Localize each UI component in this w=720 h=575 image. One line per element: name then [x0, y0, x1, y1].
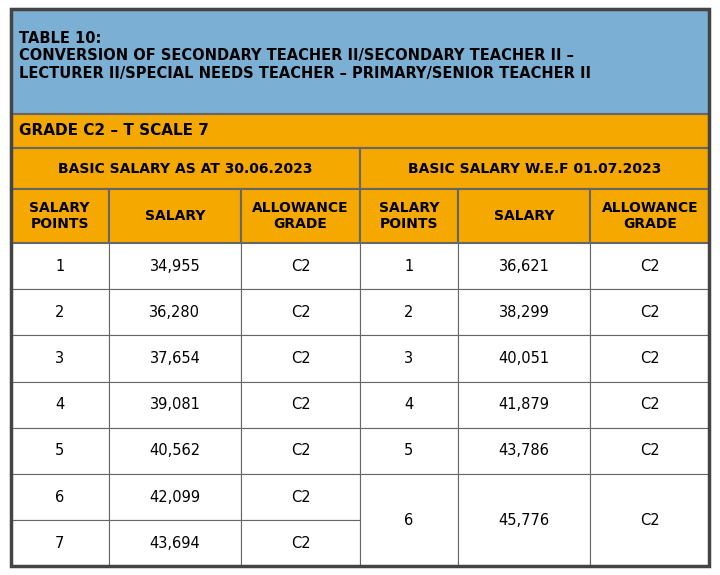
Text: 43,786: 43,786 — [499, 443, 549, 458]
Text: 43,694: 43,694 — [150, 536, 200, 551]
Bar — [241, 243, 360, 289]
Text: 7: 7 — [55, 536, 64, 551]
Bar — [360, 335, 458, 382]
Bar — [360, 428, 458, 474]
Bar — [11, 9, 709, 114]
Bar — [590, 189, 709, 243]
Text: C2: C2 — [640, 259, 660, 274]
Text: SALARY: SALARY — [145, 209, 205, 223]
Bar — [458, 289, 590, 335]
Text: 4: 4 — [55, 397, 64, 412]
Bar — [360, 189, 458, 243]
Bar — [360, 148, 709, 189]
Text: 40,051: 40,051 — [498, 351, 549, 366]
Bar — [458, 335, 590, 382]
Text: 2: 2 — [55, 305, 64, 320]
Bar — [11, 243, 109, 289]
Bar — [11, 428, 109, 474]
Text: GRADE C2 – T SCALE 7: GRADE C2 – T SCALE 7 — [19, 124, 210, 139]
Bar — [458, 382, 590, 428]
Bar — [241, 520, 360, 566]
Bar — [590, 382, 709, 428]
Text: 36,621: 36,621 — [499, 259, 549, 274]
Text: 39,081: 39,081 — [150, 397, 200, 412]
Bar — [590, 428, 709, 474]
Text: C2: C2 — [291, 305, 310, 320]
Text: BASIC SALARY AS AT 30.06.2023: BASIC SALARY AS AT 30.06.2023 — [58, 162, 312, 176]
Bar — [109, 520, 241, 566]
Text: 40,562: 40,562 — [149, 443, 200, 458]
Bar — [360, 382, 458, 428]
Bar — [241, 382, 360, 428]
Bar — [11, 520, 109, 566]
Bar — [360, 289, 458, 335]
Bar — [109, 189, 241, 243]
Text: TABLE 10:
CONVERSION OF SECONDARY TEACHER II/SECONDARY TEACHER II –
LECTURER II/: TABLE 10: CONVERSION OF SECONDARY TEACHE… — [19, 31, 591, 81]
Bar — [109, 474, 241, 520]
Text: C2: C2 — [291, 536, 310, 551]
Text: 1: 1 — [404, 259, 413, 274]
Bar — [458, 474, 590, 566]
Bar — [360, 474, 458, 566]
Bar — [241, 428, 360, 474]
Bar — [458, 189, 590, 243]
Text: 38,299: 38,299 — [499, 305, 549, 320]
Bar — [109, 243, 241, 289]
Text: ALLOWANCE
GRADE: ALLOWANCE GRADE — [252, 201, 349, 231]
Text: 34,955: 34,955 — [150, 259, 200, 274]
Bar — [11, 114, 709, 148]
Bar — [590, 474, 709, 566]
Bar — [11, 382, 109, 428]
Bar — [109, 428, 241, 474]
Text: 3: 3 — [405, 351, 413, 366]
Bar — [109, 289, 241, 335]
Text: C2: C2 — [291, 489, 310, 505]
Bar — [11, 335, 109, 382]
Bar — [241, 289, 360, 335]
Text: C2: C2 — [640, 443, 660, 458]
Text: C2: C2 — [291, 259, 310, 274]
Text: 36,280: 36,280 — [150, 305, 200, 320]
Bar — [458, 243, 590, 289]
Text: SALARY
POINTS: SALARY POINTS — [379, 201, 439, 231]
Text: 42,099: 42,099 — [149, 489, 200, 505]
Text: 4: 4 — [404, 397, 413, 412]
Text: 5: 5 — [404, 443, 413, 458]
Text: 45,776: 45,776 — [498, 513, 549, 528]
Bar — [109, 382, 241, 428]
Bar — [11, 148, 360, 189]
Bar — [109, 335, 241, 382]
Bar — [590, 289, 709, 335]
Text: ALLOWANCE
GRADE: ALLOWANCE GRADE — [601, 201, 698, 231]
Bar — [241, 335, 360, 382]
Text: 2: 2 — [404, 305, 413, 320]
Text: C2: C2 — [640, 513, 660, 528]
Bar — [590, 243, 709, 289]
Text: 41,879: 41,879 — [499, 397, 549, 412]
Text: SALARY
POINTS: SALARY POINTS — [30, 201, 90, 231]
Bar — [11, 189, 109, 243]
Bar — [241, 474, 360, 520]
Bar — [241, 189, 360, 243]
Bar — [11, 474, 109, 520]
Bar — [360, 243, 458, 289]
Text: C2: C2 — [291, 397, 310, 412]
Text: 37,654: 37,654 — [150, 351, 200, 366]
Bar — [458, 428, 590, 474]
Text: 6: 6 — [55, 489, 64, 505]
Text: BASIC SALARY W.E.F 01.07.2023: BASIC SALARY W.E.F 01.07.2023 — [408, 162, 661, 176]
Bar — [590, 335, 709, 382]
Text: C2: C2 — [640, 305, 660, 320]
Text: SALARY: SALARY — [494, 209, 554, 223]
Text: C2: C2 — [640, 397, 660, 412]
Text: 5: 5 — [55, 443, 64, 458]
Text: 1: 1 — [55, 259, 64, 274]
Text: C2: C2 — [291, 443, 310, 458]
Text: C2: C2 — [640, 351, 660, 366]
Text: 6: 6 — [404, 513, 413, 528]
Text: 3: 3 — [55, 351, 64, 366]
Bar — [11, 289, 109, 335]
Text: C2: C2 — [291, 351, 310, 366]
